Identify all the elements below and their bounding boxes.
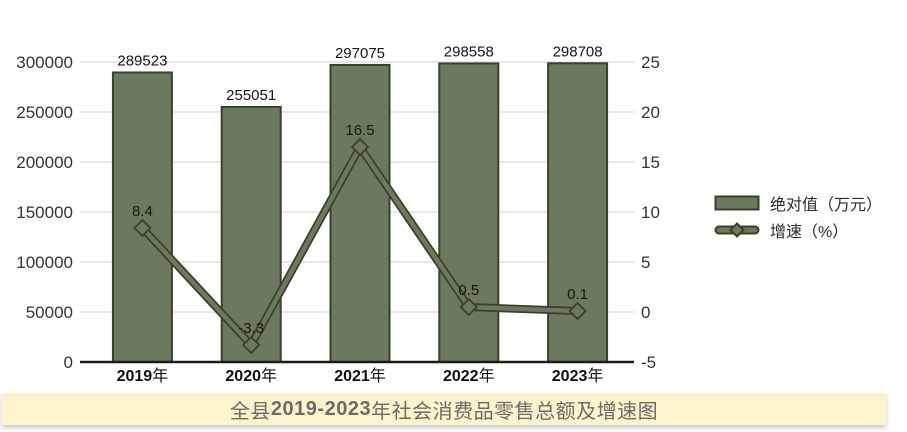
x-axis-category-label: 2020年: [225, 367, 277, 385]
bar: [438, 62, 500, 364]
right-axis-tick-label: 10: [641, 203, 660, 222]
combo-chart: 0 50000 100000 150000 200000 250000 300000 -5 0 5…: [16, 43, 660, 385]
line-value-label: 0.5: [458, 282, 479, 299]
line-value-label: 8.4: [132, 203, 153, 220]
left-axis-tick-label: 100000: [16, 253, 73, 272]
left-axis-tick-label: 250000: [16, 103, 73, 122]
bar-swatch-icon: [714, 195, 760, 211]
right-axis-tick-label: 20: [641, 103, 660, 122]
line-marker: [241, 335, 261, 355]
x-axis-category-label: 2022年: [443, 367, 495, 385]
right-axis-tick-label: 5: [641, 253, 650, 272]
bar-value-label: 298558: [444, 43, 494, 60]
bar: [111, 71, 173, 364]
bar-value-label: 298708: [553, 43, 603, 60]
line-marker: [133, 218, 152, 238]
legend: 绝对值（万元） 增速（%）: [714, 192, 882, 241]
line-marker: [350, 137, 370, 157]
line-value-label: 16.5: [345, 122, 374, 139]
left-axis-tick-label: 300000: [16, 53, 73, 72]
left-axis-tick-label: 150000: [16, 203, 73, 222]
chart-title-years: 2019-2023: [270, 397, 372, 420]
left-axis-tick-label: 50000: [26, 303, 73, 322]
bar-value-label: 289523: [117, 52, 167, 69]
bar-value-label: 297075: [335, 45, 385, 62]
x-axis-category-label: 2019年: [117, 367, 169, 385]
x-axis-category-label: 2023年: [552, 367, 604, 385]
line-value-label: 0.1: [567, 286, 588, 303]
bar: [329, 63, 391, 364]
chart-title-suffix: 年社会消费品零售总额及增速图: [371, 400, 659, 423]
chart-title-prefix: 全县: [229, 400, 271, 423]
legend-item-line: 增速（%）: [714, 219, 882, 241]
line-marker: [568, 301, 587, 321]
legend-item-bar: 绝对值（万元）: [714, 192, 882, 214]
bar-value-label: 255051: [226, 87, 276, 104]
right-axis-tick-label: 0: [641, 303, 650, 322]
left-axis-tick-label: 0: [64, 353, 73, 372]
left-axis-tick-label: 200000: [16, 153, 73, 172]
right-axis-tick-label: 15: [641, 153, 660, 172]
line-marker: [459, 297, 479, 317]
right-axis-tick-label: -5: [641, 353, 656, 372]
chart-title-band: 全县 2019-2023 年社会消费品零售总额及增速图: [2, 393, 886, 425]
line-value-label: -3.3: [238, 320, 264, 337]
x-axis-category-label: 2021年: [334, 367, 386, 385]
legend-label-bar: 绝对值（万元）: [770, 197, 883, 214]
right-axis-tick-label: 25: [641, 53, 660, 72]
legend-label-line: 增速（%）: [770, 224, 849, 241]
line-swatch-icon: [714, 222, 760, 238]
